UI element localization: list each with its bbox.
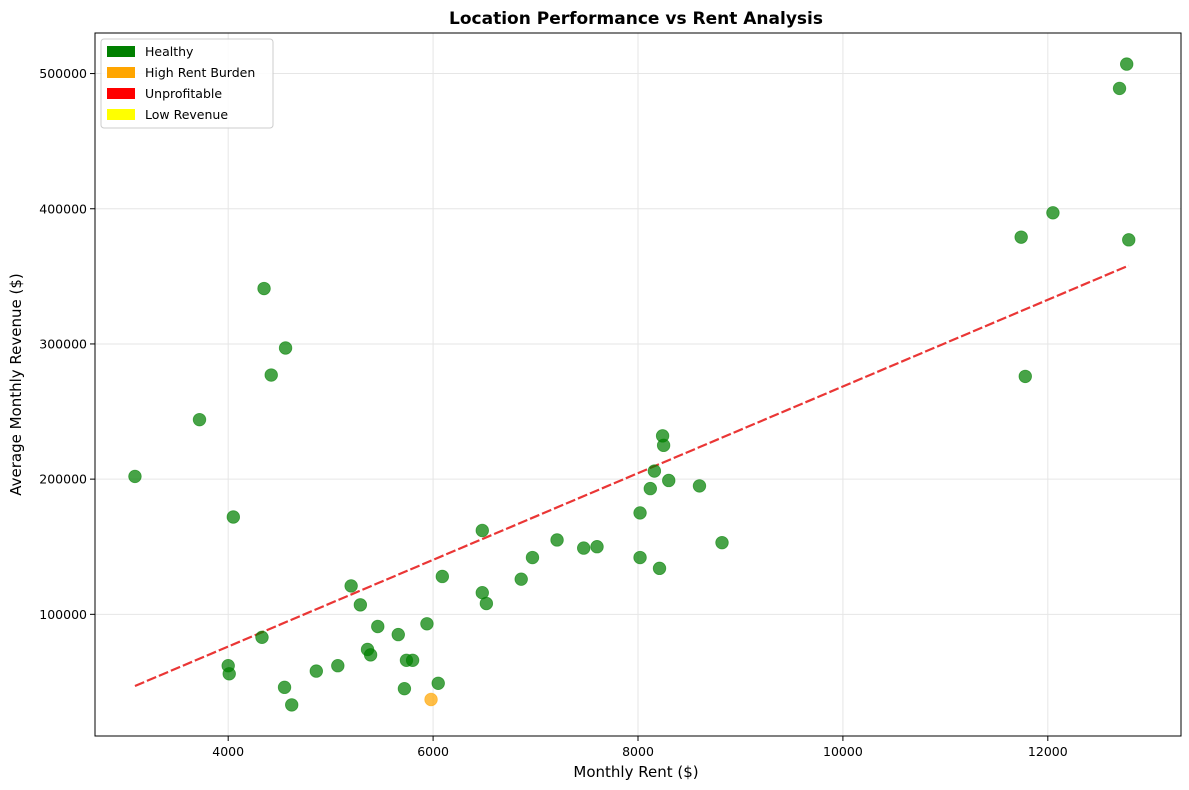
- trendline: [134, 264, 1130, 687]
- data-point: [255, 630, 269, 645]
- grid: [95, 33, 1181, 736]
- data-point: [363, 648, 378, 662]
- data-point: [633, 550, 647, 565]
- data-point: [633, 506, 647, 520]
- trendline-group: [134, 264, 1130, 687]
- data-point: [1046, 206, 1060, 220]
- legend-swatch: [107, 67, 135, 78]
- data-point: [435, 569, 450, 584]
- data-point: [344, 579, 358, 593]
- data-point: [652, 561, 667, 576]
- data-point: [1119, 57, 1134, 71]
- legend-label: Healthy: [145, 44, 194, 59]
- y-axis-label: Average Monthly Revenue ($): [7, 273, 25, 496]
- x-tick-label: 10000: [823, 744, 863, 759]
- x-axis-label: Monthly Rent ($): [573, 763, 698, 781]
- legend-swatch: [107, 46, 135, 57]
- y-tick-label: 200000: [39, 472, 87, 487]
- data-point: [643, 481, 657, 496]
- data-point: [656, 438, 671, 453]
- data-point: [550, 533, 564, 547]
- data-point: [257, 281, 271, 296]
- x-axis-ticks: 4000 6000 8000 10000 12000: [212, 736, 1068, 759]
- data-points: [128, 57, 1136, 712]
- data-point: [353, 598, 368, 612]
- x-tick-label: 6000: [417, 744, 449, 759]
- data-point: [647, 464, 662, 478]
- legend-box: [100, 38, 274, 129]
- data-point: [1112, 81, 1127, 96]
- legend-label: High Rent Burden: [145, 65, 255, 80]
- chart-title: Location Performance vs Rent Analysis: [449, 9, 823, 29]
- x-tick-label: 8000: [622, 744, 654, 759]
- data-point: [397, 681, 412, 696]
- y-axis-ticks: 100000 200000 300000 400000 500000: [39, 66, 95, 622]
- x-tick-label: 4000: [212, 744, 244, 759]
- legend-label: Low Revenue: [145, 107, 228, 122]
- legend-label: Unprofitable: [145, 86, 222, 101]
- data-point: [590, 540, 604, 554]
- data-point: [222, 667, 236, 681]
- data-point: [475, 523, 489, 538]
- data-point: [277, 680, 292, 695]
- data-point: [309, 664, 323, 678]
- data-point: [424, 692, 438, 707]
- data-point: [525, 550, 540, 565]
- data-point: [405, 653, 420, 667]
- data-point: [192, 412, 207, 427]
- data-point: [1014, 230, 1028, 244]
- data-point: [391, 627, 405, 642]
- data-point: [371, 619, 385, 634]
- data-point: [692, 479, 707, 493]
- data-point: [1018, 369, 1032, 384]
- legend-swatch: [107, 109, 135, 120]
- data-point: [264, 368, 278, 382]
- data-point: [715, 535, 729, 550]
- y-tick-label: 400000: [39, 201, 87, 216]
- data-point: [226, 510, 241, 524]
- data-point: [420, 617, 434, 631]
- data-point: [662, 473, 676, 488]
- legend: Healthy High Rent Burden Unprofitable Low R…: [100, 38, 274, 129]
- x-tick-label: 12000: [1028, 744, 1068, 759]
- data-point: [577, 541, 591, 555]
- data-point: [431, 676, 445, 690]
- data-point: [285, 698, 299, 712]
- data-point: [514, 572, 528, 586]
- y-tick-label: 300000: [39, 336, 87, 351]
- data-point: [331, 659, 345, 673]
- data-point: [278, 341, 293, 355]
- y-tick-label: 500000: [39, 66, 87, 81]
- data-point: [128, 469, 142, 484]
- legend-swatch: [107, 88, 135, 99]
- y-tick-label: 100000: [39, 607, 87, 622]
- data-point: [1122, 233, 1136, 247]
- data-point: [479, 596, 494, 611]
